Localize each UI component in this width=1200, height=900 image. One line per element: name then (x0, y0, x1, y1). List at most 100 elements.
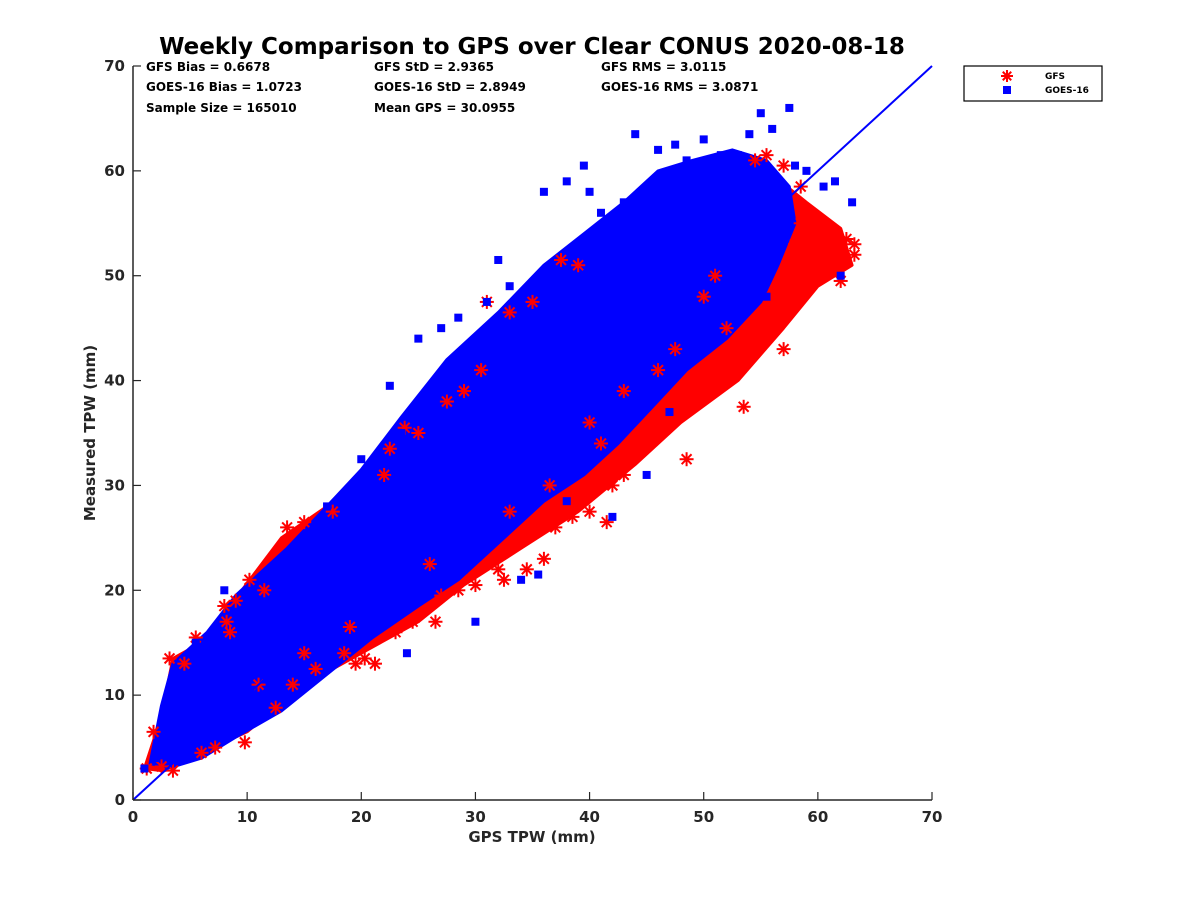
goes16-point (722, 193, 731, 202)
gfs-point (217, 599, 232, 614)
goes16-point (562, 177, 571, 186)
stat-text: GOES-16 Bias = 1.0723 (146, 80, 302, 94)
x-tick-label: 30 (465, 808, 486, 826)
goes16-density-region (148, 148, 797, 770)
goes16-point (334, 596, 343, 605)
asterisk-stroke (475, 364, 487, 376)
asterisk-stroke (230, 595, 242, 607)
gfs-point (816, 216, 831, 231)
goes16-point (756, 109, 765, 118)
asterisk-stroke (349, 658, 362, 670)
legend-marker-goes16 (1003, 86, 1011, 94)
legend-box (963, 65, 1103, 102)
asterisk-stroke (783, 301, 795, 313)
asterisk-stroke (760, 306, 773, 319)
gfs-point (242, 572, 257, 587)
y-tick-label: 20 (104, 581, 125, 599)
asterisk-stroke (549, 521, 561, 534)
goes16-point (579, 161, 588, 170)
stat-text: GOES-16 StD = 2.8949 (374, 80, 526, 94)
gfs-point (628, 446, 643, 461)
asterisk-stroke (652, 427, 664, 439)
asterisk-stroke (258, 584, 270, 596)
asterisk-stroke (1002, 71, 1012, 81)
asterisk-stroke (709, 369, 721, 381)
gfs-point (297, 515, 312, 530)
goes16-point (425, 497, 434, 506)
asterisk-stroke (424, 558, 436, 570)
gfs-point (651, 426, 666, 440)
gfs-point (468, 578, 483, 593)
asterisk-stroke (406, 616, 419, 628)
gfs-point (616, 384, 631, 399)
gfs-point (748, 153, 763, 168)
asterisk-stroke (389, 626, 402, 638)
gfs-point (382, 441, 397, 456)
gfs-point (730, 352, 745, 367)
gfs-point (742, 331, 757, 346)
gfs-point (237, 735, 252, 750)
goes16-point (505, 282, 514, 291)
gfs-point (397, 420, 412, 435)
asterisk-stroke (338, 647, 350, 659)
gfs-point (776, 158, 791, 173)
asterisk-stroke (327, 505, 339, 518)
goes16-point (745, 130, 754, 139)
asterisk-stroke (698, 385, 710, 397)
legend-label: GOES-16 (1045, 86, 1089, 96)
asterisk-stroke (738, 401, 750, 413)
asterisk-stroke (806, 228, 818, 240)
goes16-point (654, 145, 663, 154)
x-tick-label: 20 (351, 808, 372, 826)
asterisk-stroke (698, 291, 710, 303)
asterisk-stroke (209, 741, 221, 754)
gfs-point (451, 583, 466, 598)
asterisk-stroke (281, 521, 293, 534)
goes16-point (294, 549, 303, 558)
x-tick-label: 50 (693, 808, 714, 826)
asterisk-stroke (720, 364, 733, 376)
gfs-point (759, 305, 774, 320)
gfs-point (662, 415, 677, 430)
gfs-point (799, 247, 814, 262)
x-tick-label: 70 (922, 808, 943, 826)
stat-text: GOES-16 RMS = 3.0871 (601, 80, 758, 94)
gfs-point (146, 724, 161, 739)
statistics-block: GFS Bias = 0.6678 GFS StD = 2.9365 GFS RMS… (146, 60, 758, 115)
asterisk-stroke (498, 574, 510, 586)
goes16-point (414, 334, 423, 343)
goes16-point (539, 408, 548, 417)
gfs-point (810, 232, 825, 247)
asterisk-stroke (583, 505, 596, 518)
goes16-point (471, 617, 480, 626)
asterisk-stroke (504, 505, 516, 518)
asterisk-stroke (155, 760, 168, 773)
gfs-point (474, 363, 489, 378)
goes16-point (848, 198, 857, 207)
goes16-point (562, 497, 571, 506)
gfs-point (162, 651, 177, 666)
gfs-point (388, 625, 403, 640)
goes16-point (716, 151, 725, 160)
y-tick-label: 60 (104, 162, 125, 180)
goes16-point (608, 512, 617, 521)
gfs-point (428, 614, 443, 629)
asterisk-stroke (800, 249, 813, 261)
asterisk-stroke (435, 589, 447, 602)
gfs-point (208, 740, 223, 755)
stat-text: GFS StD = 2.9365 (374, 60, 494, 74)
gfs-point (776, 342, 791, 357)
asterisk-stroke (441, 395, 453, 408)
gfs-point (411, 426, 426, 440)
gfs-point (342, 619, 357, 634)
asterisk-stroke (686, 390, 698, 402)
gfs-point (177, 656, 192, 671)
data-points (139, 103, 862, 778)
goes16-point (254, 654, 263, 663)
gfs-point (582, 415, 597, 430)
asterisk-stroke (629, 448, 641, 460)
asterisk-stroke (652, 364, 664, 376)
y-tick-label: 70 (104, 57, 125, 75)
x-tick-label: 0 (128, 808, 138, 826)
goes16-point (791, 161, 800, 170)
